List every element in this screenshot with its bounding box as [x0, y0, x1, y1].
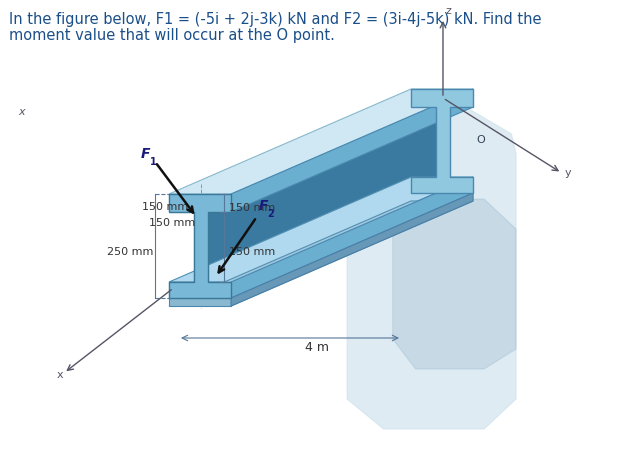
- Polygon shape: [169, 283, 231, 298]
- Text: 150 mm: 150 mm: [149, 217, 195, 228]
- Text: 150 mm: 150 mm: [229, 247, 275, 257]
- Text: 4 m: 4 m: [305, 340, 329, 353]
- Text: F: F: [258, 198, 268, 212]
- Text: z: z: [446, 6, 451, 16]
- Text: 250 mm: 250 mm: [107, 247, 153, 257]
- Text: In the figure below, F1 = (-5i + 2j-3k) kN and F2 = (3i-4j-5k) kN. Find the: In the figure below, F1 = (-5i + 2j-3k) …: [9, 12, 542, 27]
- Polygon shape: [231, 90, 473, 212]
- Text: x: x: [56, 369, 63, 379]
- Polygon shape: [347, 108, 516, 429]
- Text: 2: 2: [268, 208, 275, 218]
- Text: F: F: [140, 147, 150, 161]
- Text: 1: 1: [150, 157, 157, 167]
- Polygon shape: [169, 195, 231, 298]
- Text: moment value that will occur at the O point.: moment value that will occur at the O po…: [9, 28, 335, 43]
- Text: O: O: [477, 135, 485, 145]
- Polygon shape: [393, 200, 516, 369]
- Polygon shape: [169, 195, 231, 212]
- Polygon shape: [169, 90, 473, 195]
- Polygon shape: [231, 193, 473, 306]
- Polygon shape: [194, 212, 208, 283]
- Polygon shape: [169, 202, 473, 306]
- Text: x: x: [18, 107, 25, 117]
- Text: 150 mm: 150 mm: [142, 202, 188, 212]
- Polygon shape: [231, 177, 473, 298]
- Polygon shape: [208, 108, 450, 283]
- Polygon shape: [169, 177, 473, 283]
- Text: y: y: [564, 167, 571, 177]
- Polygon shape: [411, 90, 473, 193]
- Polygon shape: [169, 298, 231, 306]
- Text: 150 mm: 150 mm: [229, 202, 275, 212]
